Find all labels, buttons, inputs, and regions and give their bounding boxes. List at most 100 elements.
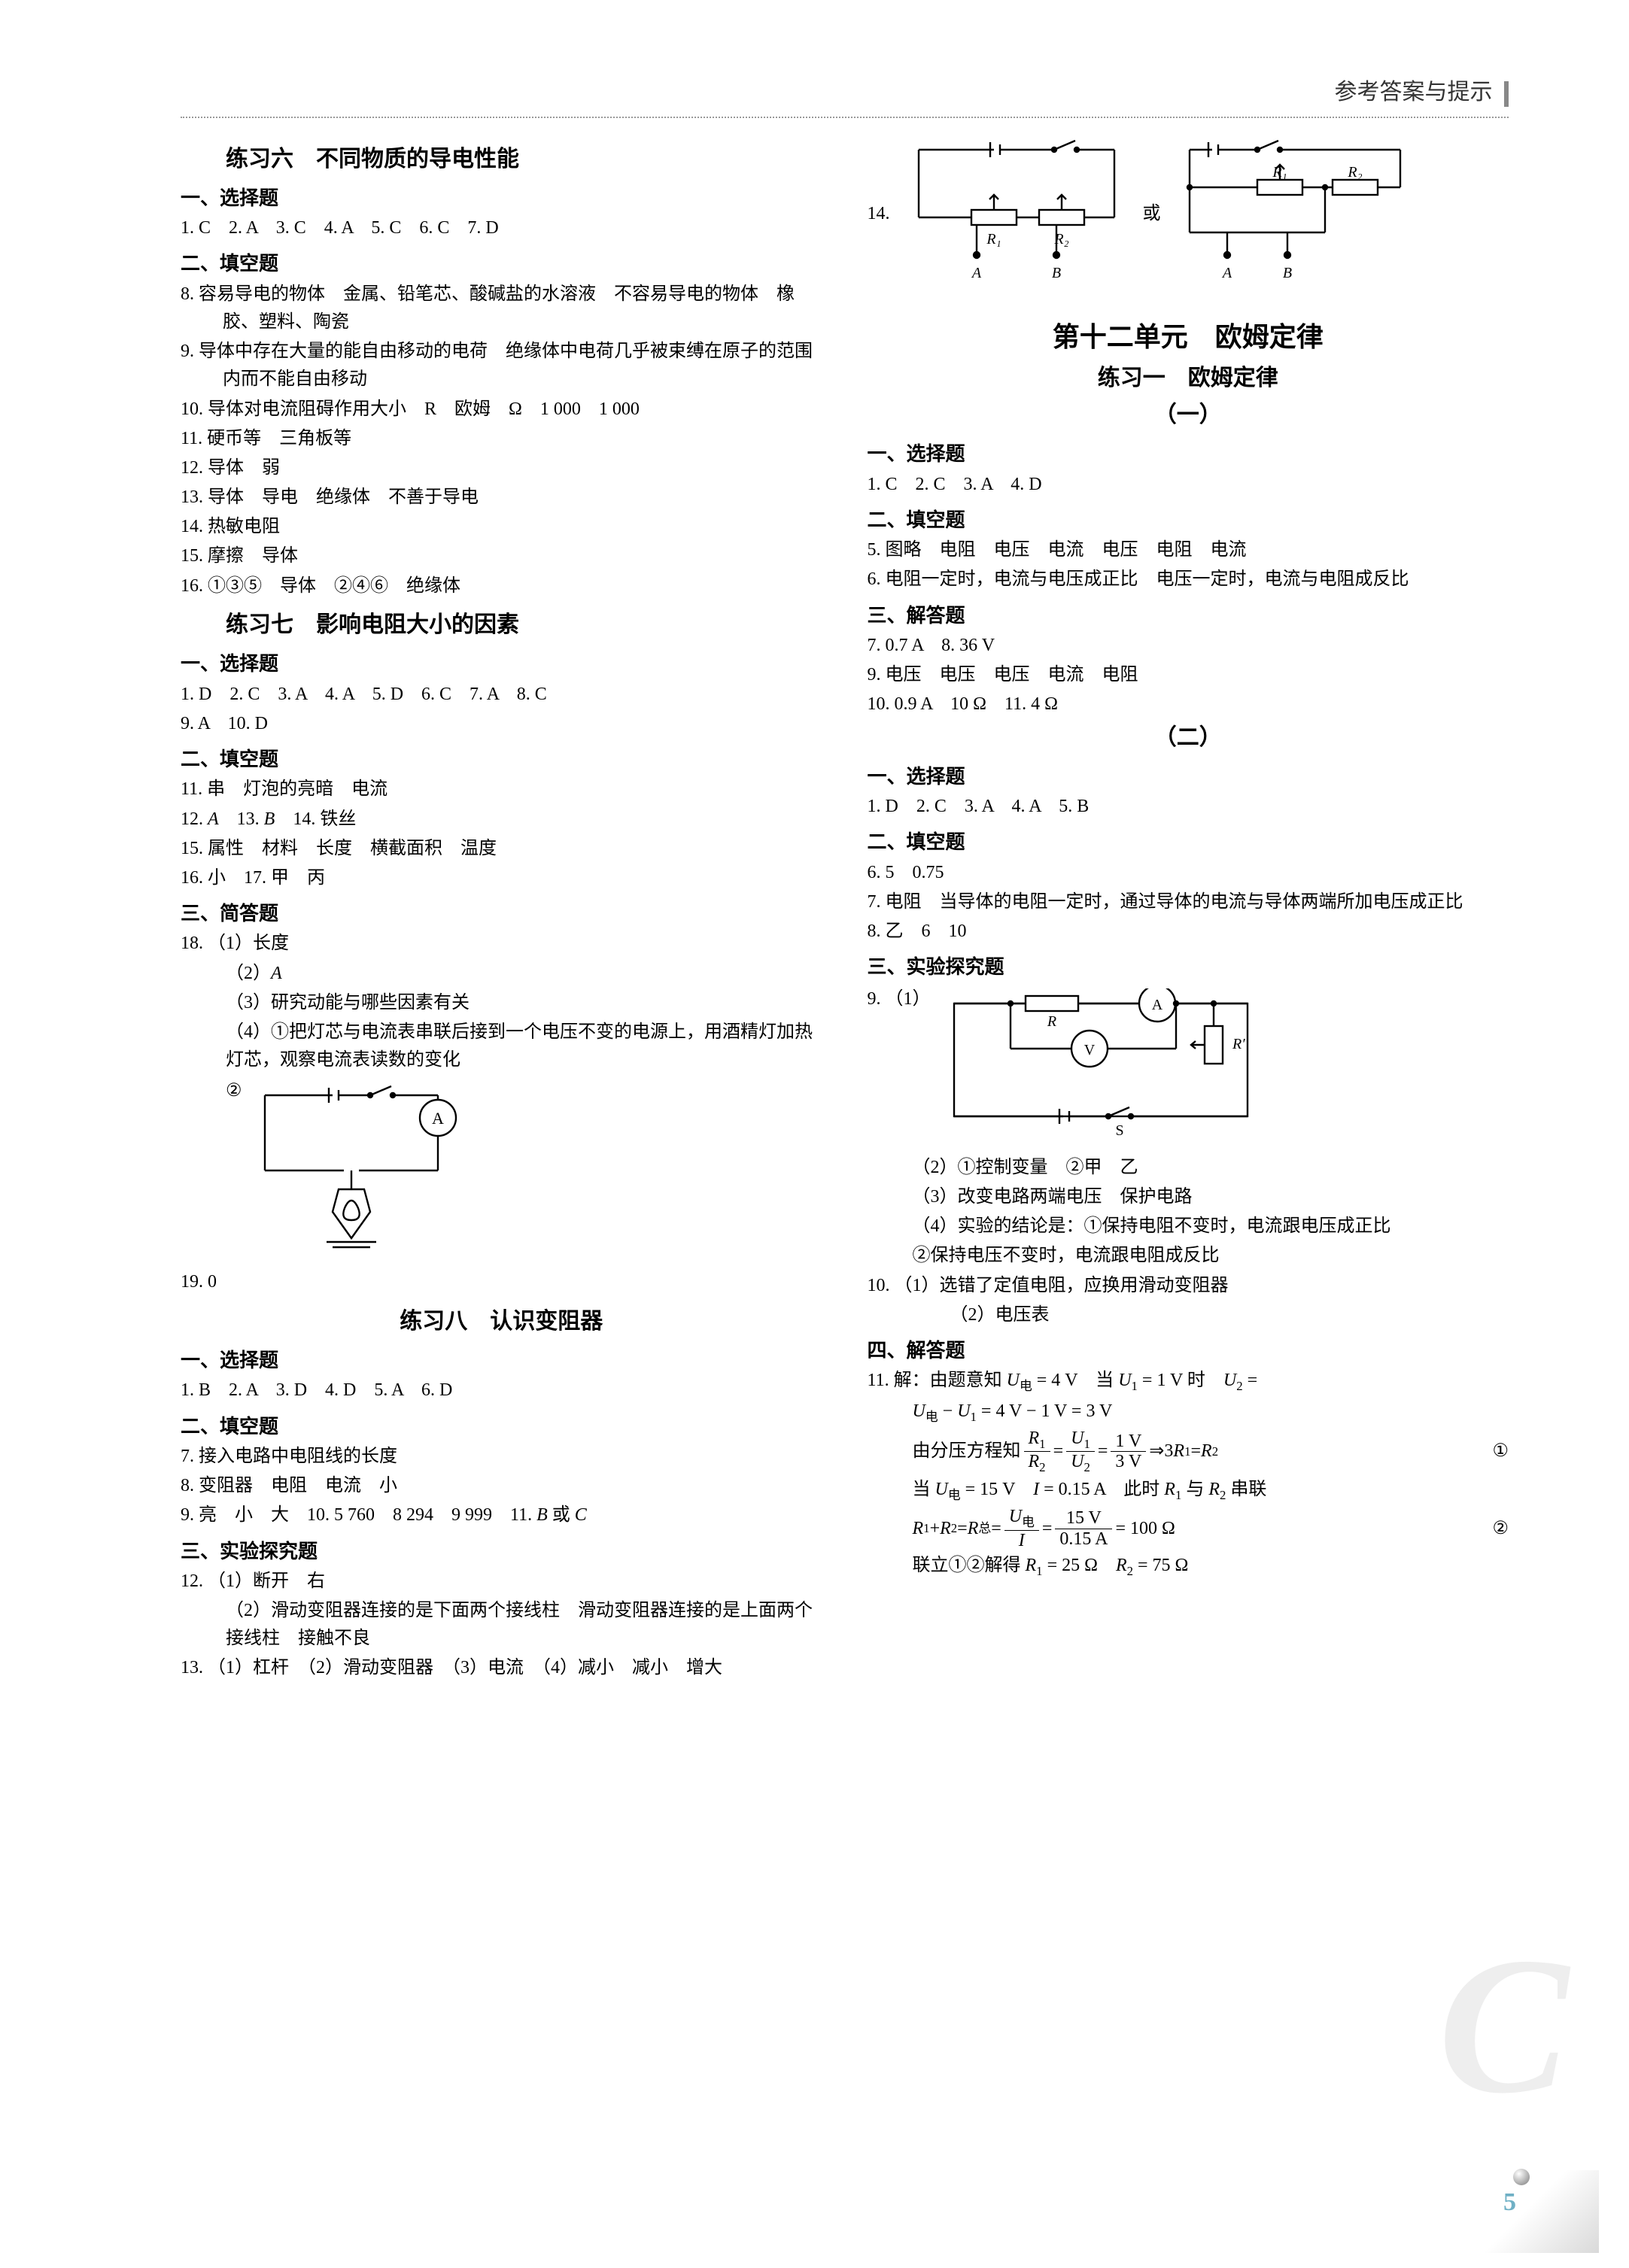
ex8-q9-11: 9. 亮 小 大 10. 5 760 8 294 9 999 11. B 或 C xyxy=(181,1501,822,1529)
q14-circuit-b: R₁ R₂ A B xyxy=(1175,135,1415,294)
q14-row: 14. xyxy=(868,135,1509,294)
q11-line2: U电 − U1 = 4 V − 1 V = 3 V xyxy=(868,1398,1509,1427)
ex7-q18-3: （3）研究动能与哪些因素有关 xyxy=(181,989,822,1017)
svg-text:R₁: R₁ xyxy=(1272,164,1287,181)
p2-q8: 8. 乙 6 10 xyxy=(868,918,1509,946)
p2-q9-row: 9. （1） xyxy=(868,984,1509,1152)
svg-text:R₁: R₁ xyxy=(986,231,1001,247)
q11-line3: 由分压方程知 R1R2 = U1U2 = 1 V3 V ⇒3R1 = R2 ① xyxy=(868,1429,1509,1475)
p2-q9-2: （2）①控制变量 ②甲 乙 xyxy=(868,1154,1509,1182)
q11-line5: R1 + R2 = R总 = U电I = 15 V0.15 A = 100 Ω … xyxy=(868,1507,1509,1550)
p2-q9-1: 9. （1） xyxy=(868,985,935,1013)
ex6-q10: 10. 导体对电流阻碍作用大小 R 欧姆 Ω 1 000 1 000 xyxy=(181,396,822,424)
ex7-q18-5-row: ② xyxy=(181,1076,822,1267)
ex6-title: 练习六 不同物质的导电性能 xyxy=(181,142,822,178)
svg-text:R′: R′ xyxy=(1232,1036,1245,1052)
svg-text:V: V xyxy=(1083,1042,1095,1058)
ex7-q18-2: （2）A xyxy=(181,960,822,988)
page-curl-icon xyxy=(1448,2170,1599,2253)
p1-sec3: 三、解答题 xyxy=(868,600,1509,630)
ex6-q9: 9. 导体中存在大量的能自由移动的电荷 绝缘体中电荷几乎被束缚在原子的范围内而不… xyxy=(181,338,822,393)
p2-q1-5: 1. D 2. C 3. A 4. A 5. B xyxy=(868,793,1509,821)
ex8-q12-2: （2）滑动变阻器连接的是下面两个接线柱 滑动变阻器连接的是上面两个接线柱 接触不… xyxy=(181,1597,822,1653)
ex7-q1-8: 1. D 2. C 3. A 4. A 5. D 6. C 7. A 8. C xyxy=(181,681,822,709)
q14-or: 或 xyxy=(1143,200,1161,228)
q9-circuit-diagram: R R′ A V S xyxy=(935,988,1266,1148)
ex7-sec1: 一、选择题 xyxy=(181,648,822,679)
p1-q6: 6. 电阻一定时，电流与电压成正比 电压一定时，电流与电阻成反比 xyxy=(868,566,1509,594)
ex6-q16: 16. ①③⑤ 导体 ②④⑥ 绝缘体 xyxy=(181,572,822,600)
svg-text:B: B xyxy=(1282,265,1291,281)
ex8-title: 练习八 认识变阻器 xyxy=(181,1304,822,1340)
ex6-q12: 12. 导体 弱 xyxy=(181,454,822,482)
p2-sec3: 三、实验探究题 xyxy=(868,952,1509,982)
p2-q10-1: 10. （1）选错了定值电阻，应换用滑动变阻器 xyxy=(868,1272,1509,1300)
svg-text:A: A xyxy=(1220,265,1232,281)
ex7-q18-4: （4）①把灯芯与电流表串联后接到一个电压不变的电源上，用酒精灯加热灯芯，观察电流… xyxy=(181,1019,822,1074)
eq-tag-1: ① xyxy=(1492,1438,1509,1465)
p1-sec1: 一、选择题 xyxy=(868,439,1509,469)
ex6-q1-7: 1. C 2. A 3. C 4. A 5. C 6. C 7. D xyxy=(181,214,822,242)
ex7-q18-5: ② xyxy=(181,1077,242,1105)
ex7-circuit-diagram: A xyxy=(242,1080,468,1262)
ex6-q15: 15. 摩擦 导体 xyxy=(181,542,822,570)
right-column: 14. xyxy=(868,135,1509,1684)
ex7-sec3: 三、简答题 xyxy=(181,898,822,928)
svg-text:S: S xyxy=(1115,1122,1123,1139)
ex7-q19: 19. 0 xyxy=(181,1268,822,1296)
p1-sec2: 二、填空题 xyxy=(868,505,1509,535)
p2-q9-3: （3）改变电路两端电压 保护电路 xyxy=(868,1183,1509,1211)
p1-q1-4: 1. C 2. C 3. A 4. D xyxy=(868,471,1509,499)
q11-line6: 联立①②解得 R1 = 25 Ω R2 = 75 Ω xyxy=(868,1552,1509,1581)
p1-q5: 5. 图略 电阻 电压 电流 电压 电阻 电流 xyxy=(868,536,1509,564)
ex6-sec1: 一、选择题 xyxy=(181,183,822,213)
ex8-q12-1: 12. （1）断开 右 xyxy=(181,1568,822,1595)
ex7-q16-17: 16. 小 17. 甲 丙 xyxy=(181,864,822,892)
p2-sec4: 四、解答题 xyxy=(868,1335,1509,1365)
p1-q7-8: 7. 0.7 A 8. 36 V xyxy=(868,632,1509,660)
p1-q9: 9. 电压 电压 电压 电流 电阻 xyxy=(868,661,1509,689)
p1-q10-11: 10. 0.9 A 10 Ω 11. 4 Ω xyxy=(868,691,1509,718)
ex1-title: 练习一 欧姆定律 xyxy=(868,361,1509,396)
ex7-q18-1: 18. （1）长度 xyxy=(181,930,822,958)
eq-tag-2: ② xyxy=(1492,1515,1509,1543)
header-bar-icon xyxy=(1504,81,1509,107)
q11-line1: 11. 解：由题意知 U电 = 4 V 当 U1 = 1 V 时 U2 = xyxy=(868,1367,1509,1396)
page: 参考答案与提示 练习六 不同物质的导电性能 一、选择题 1. C 2. A 3.… xyxy=(0,0,1629,2268)
ammeter-label: A xyxy=(432,1109,444,1128)
header-title: 参考答案与提示 xyxy=(1335,80,1493,105)
ex7-q12-14: 12. A 13. B 14. 铁丝 xyxy=(181,806,822,833)
unit12-title: 第十二单元 欧姆定律 xyxy=(868,317,1509,359)
svg-text:A: A xyxy=(970,265,981,281)
ex7-sec2: 二、填空题 xyxy=(181,744,822,774)
ex7-q9-10: 9. A 10. D xyxy=(181,710,822,738)
q14-circuit-a: R₁ R₂ A B xyxy=(904,135,1129,294)
ex8-q8: 8. 变阻器 电阻 电流 小 xyxy=(181,1472,822,1500)
part1-label: （一） xyxy=(868,398,1509,433)
svg-text:B: B xyxy=(1051,265,1060,281)
p2-sec1: 一、选择题 xyxy=(868,761,1509,791)
p2-q7: 7. 电阻 当导体的电阻一定时，通过导体的电流与导体两端所加电压成正比 xyxy=(868,888,1509,916)
ex6-q8: 8. 容易导电的物体 金属、铅笔芯、酸碱盐的水溶液 不容易导电的物体 橡胶、塑料… xyxy=(181,281,822,336)
p2-sec2: 二、填空题 xyxy=(868,827,1509,857)
ex7-q15: 15. 属性 材料 长度 横截面积 温度 xyxy=(181,835,822,863)
ex8-sec3: 三、实验探究题 xyxy=(181,1536,822,1566)
p2-q6: 6. 5 0.75 xyxy=(868,859,1509,887)
ex7-title: 练习七 影响电阻大小的因素 xyxy=(181,608,822,643)
ex6-q14: 14. 热敏电阻 xyxy=(181,513,822,541)
ex8-q1-6: 1. B 2. A 3. D 4. D 5. A 6. D xyxy=(181,1377,822,1404)
ex7-q11: 11. 串 灯泡的亮暗 电流 xyxy=(181,776,822,803)
svg-text:R₂: R₂ xyxy=(1347,164,1362,181)
svg-text:R₂: R₂ xyxy=(1053,231,1068,247)
svg-text:R: R xyxy=(1046,1013,1056,1030)
p2-q10-2: （2）电压表 xyxy=(868,1301,1509,1329)
ex8-q13: 13. （1）杠杆 （2）滑动变阻器 （3）电流 （4）减小 减小 增大 xyxy=(181,1654,822,1682)
watermark: C xyxy=(1439,1875,1569,2178)
ex8-sec1: 一、选择题 xyxy=(181,1345,822,1375)
svg-text:A: A xyxy=(1151,997,1162,1013)
p2-q9-4a: （4）实验的结论是：①保持电阻不变时，电流跟电压成正比 xyxy=(868,1213,1509,1240)
ex6-q11: 11. 硬币等 三角板等 xyxy=(181,425,822,453)
q11-line4: 当 U电 = 15 V I = 0.15 A 此时 R1 与 R2 串联 xyxy=(868,1476,1509,1505)
part2-label: （二） xyxy=(868,721,1509,756)
ex8-sec2: 二、填空题 xyxy=(181,1411,822,1441)
